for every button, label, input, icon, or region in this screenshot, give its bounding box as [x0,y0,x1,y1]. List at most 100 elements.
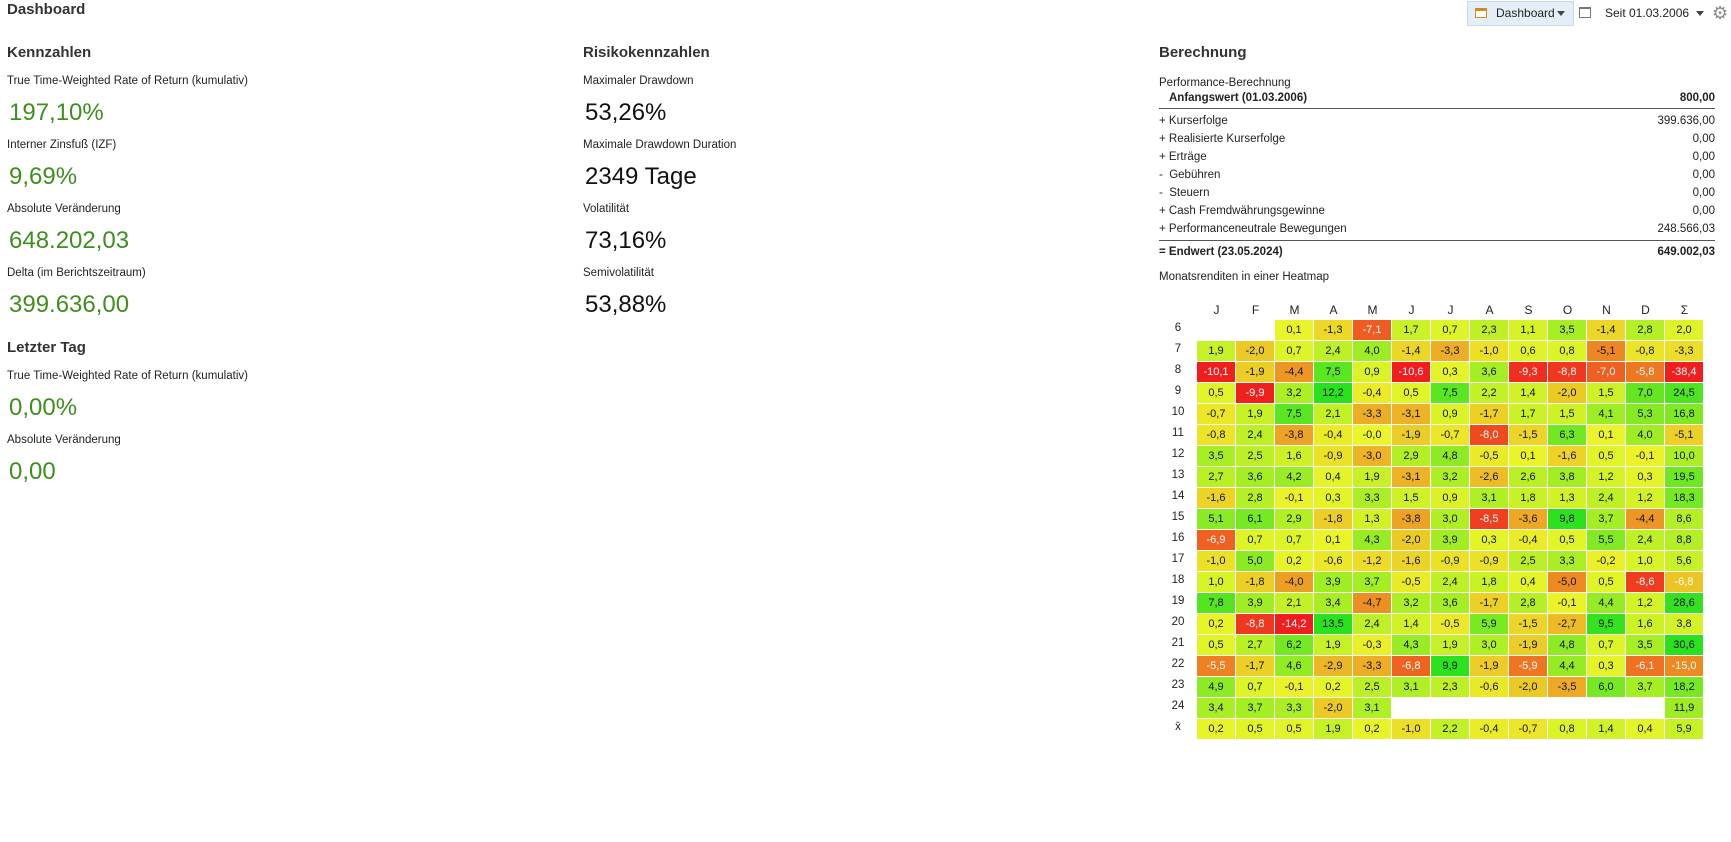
heatmap-cell: -6,8 [1392,656,1430,676]
heatmap-cell: 3,3 [1353,488,1391,508]
metric-value: 0,00% [9,394,78,421]
heatmap-year-label: 10 [1171,406,1185,418]
heatmap-cell: 0,3 [1431,362,1469,382]
row-label: = Endwert (23.05.2024) [1159,246,1283,258]
row-label: + Kurserfolge [1159,115,1228,127]
heatmap-cell: -0,4 [1509,530,1547,550]
heatmap-cell: 9,8 [1548,509,1586,529]
row-label: + Erträge [1159,151,1207,163]
calc-rows: + Kurserfolge 399.636,00 + Realisierte Ku… [1159,112,1715,238]
heatmap-cell: 0,2 [1275,551,1313,571]
heatmap-cell: -38,4 [1665,362,1703,382]
heatmap-cell: 18,2 [1665,677,1703,697]
heatmap-cell: -0,6 [1470,677,1508,697]
end-value-row: = Endwert (23.05.2024) 649.002,03 [1159,240,1715,263]
dashboard-select-button[interactable]: Dashboard [1467,1,1574,26]
heatmap-cell: 0,1 [1275,320,1313,340]
heatmap-cell: 1,8 [1470,572,1508,592]
metric-label: True Time-Weighted Rate of Return (kumul… [7,75,248,87]
metric-value: 648.202,03 [9,227,130,254]
heatmap-cell: -5,9 [1509,656,1547,676]
heatmap-cell: 30,6 [1665,635,1703,655]
heatmap-row: 22 -5,5 -1,7 4,6 -2,9 -3,3 -6,8 9,9 -1,9 -5,9 4,4 0… [1159,656,1704,677]
heatmap-year-label: 12 [1171,448,1185,460]
heatmap-cell: 1,5 [1587,383,1625,403]
heatmap-cell: -1,8 [1236,572,1274,592]
new-window-icon[interactable] [1579,7,1591,18]
heatmap-cell: 3,3 [1275,698,1313,718]
period-dropdown-button[interactable] [1693,1,1707,26]
heatmap-cell: 3,5 [1626,635,1664,655]
heatmap-cell: 11,9 [1665,698,1703,718]
metric-label: Absolute Veränderung [7,203,121,215]
heatmap-year-label: 18 [1171,574,1185,586]
metric-label: Absolute Veränderung [7,434,121,446]
heatmap-cell: -0,1 [1548,593,1586,613]
heatmap-cell: 3,7 [1236,698,1274,718]
heatmap-row: 20 0,2 -8,8 -14,2 13,5 2,4 1,4 -0,5 5,9 -1,5 -2,7 9… [1159,614,1704,635]
heatmap-cell: 0,5 [1197,383,1235,403]
heatmap-cell: 1,9 [1353,467,1391,487]
heatmap-cell: -8,5 [1470,509,1508,529]
row-label: + Realisierte Kurserfolge [1159,133,1286,145]
heatmap-cell: 3,2 [1275,383,1313,403]
heatmap-cell: 0,8 [1548,341,1586,361]
heatmap-cell: -4,4 [1626,509,1664,529]
heatmap-cell: 1,7 [1392,320,1430,340]
heatmap-cell: -0,8 [1197,425,1235,445]
heatmap-cell: -0,5 [1392,572,1430,592]
heatmap-cell: 2,4 [1236,425,1274,445]
heatmap-cell [1587,698,1625,718]
heatmap-cell: 4,0 [1626,425,1664,445]
heatmap-cell: 3,4 [1314,593,1352,613]
performance-subtitle: Performance-Berechnung [1159,77,1291,89]
heatmap-cell: -0,3 [1353,635,1391,655]
heatmap-cell: 3,8 [1548,467,1586,487]
heatmap-cell [1197,320,1235,340]
heatmap-cell: -8,8 [1548,362,1586,382]
heatmap-cell: 8,8 [1665,530,1703,550]
heatmap-cell: 1,0 [1626,551,1664,571]
heatmap-cell: 19,5 [1665,467,1703,487]
heatmap-cell: 2,6 [1509,467,1547,487]
heatmap-cell: -3,3 [1431,341,1469,361]
metric-value: 53,26% [585,99,667,126]
heatmap-cell: -1,2 [1353,551,1391,571]
heatmap-cell: -0,5 [1431,614,1469,634]
heatmap-cell: 2,4 [1314,341,1352,361]
heatmap-column-header: O [1562,303,1573,317]
heatmap-cell: -1,5 [1509,425,1547,445]
heatmap-cell: -8,6 [1626,572,1664,592]
heatmap-cell: 6,2 [1275,635,1313,655]
heatmap-cell: 0,2 [1197,719,1235,739]
toolbar: Dashboard Seit 01.03.2006 ⚙ [1431,0,1731,28]
period-select[interactable]: Seit 01.03.2006 [1605,6,1690,20]
heatmap-cell: 2,4 [1353,614,1391,634]
heatmap-year-label: 8 [1174,364,1182,376]
heatmap-cell: 0,7 [1587,635,1625,655]
heatmap-row: 6 0,1 -1,3 -7,1 1,7 0,7 2,3 1,1 3,5 -1,4 2,8 2,0 [1159,320,1704,341]
heatmap-cell: 3,5 [1548,320,1586,340]
heatmap-cell: 0,1 [1587,425,1625,445]
heatmap-cell: 1,9 [1314,719,1352,739]
heatmap-cell: 2,1 [1314,404,1352,424]
dashboard-dropdown-button[interactable] [1554,1,1568,26]
heatmap-cell: -1,7 [1470,404,1508,424]
heatmap-column-header: Σ [1680,303,1689,317]
heatmap-cell: 0,5 [1197,635,1235,655]
row-value: 0,00 [1692,133,1715,145]
heatmap-cell: -4,4 [1275,362,1313,382]
heatmap-row: 17 -1,0 5,0 0,2 -0,6 -1,2 -1,6 -0,9 -0,9 2,5 3,3 -0… [1159,551,1704,572]
heatmap-cell: 4,4 [1548,656,1586,676]
heatmap-cell: 3,1 [1353,698,1391,718]
heatmap-cell: 0,3 [1587,656,1625,676]
heatmap-cell: 4,1 [1587,404,1625,424]
heatmap-cell: 5,5 [1587,530,1625,550]
heatmap-cell: -1,0 [1197,551,1235,571]
heatmap-cell: 0,7 [1275,530,1313,550]
heatmap-row: x̄ 0,2 0,5 0,5 1,9 0,2 -1,0 2,2 -0,4 -0,7 0,8 1,4 0,… [1159,719,1704,740]
gear-icon[interactable]: ⚙ [1712,3,1729,23]
chevron-down-icon [1696,11,1704,16]
heatmap-cell: 3,2 [1431,467,1469,487]
heatmap-row: 14 -1,6 2,8 -0,1 0,3 3,3 1,5 0,9 3,1 1,8 1,3 2,4 1,2… [1159,488,1704,509]
